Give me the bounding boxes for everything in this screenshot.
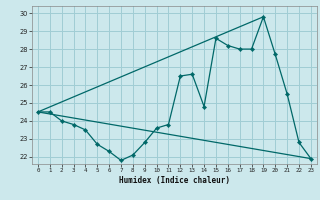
X-axis label: Humidex (Indice chaleur): Humidex (Indice chaleur) [119, 176, 230, 185]
